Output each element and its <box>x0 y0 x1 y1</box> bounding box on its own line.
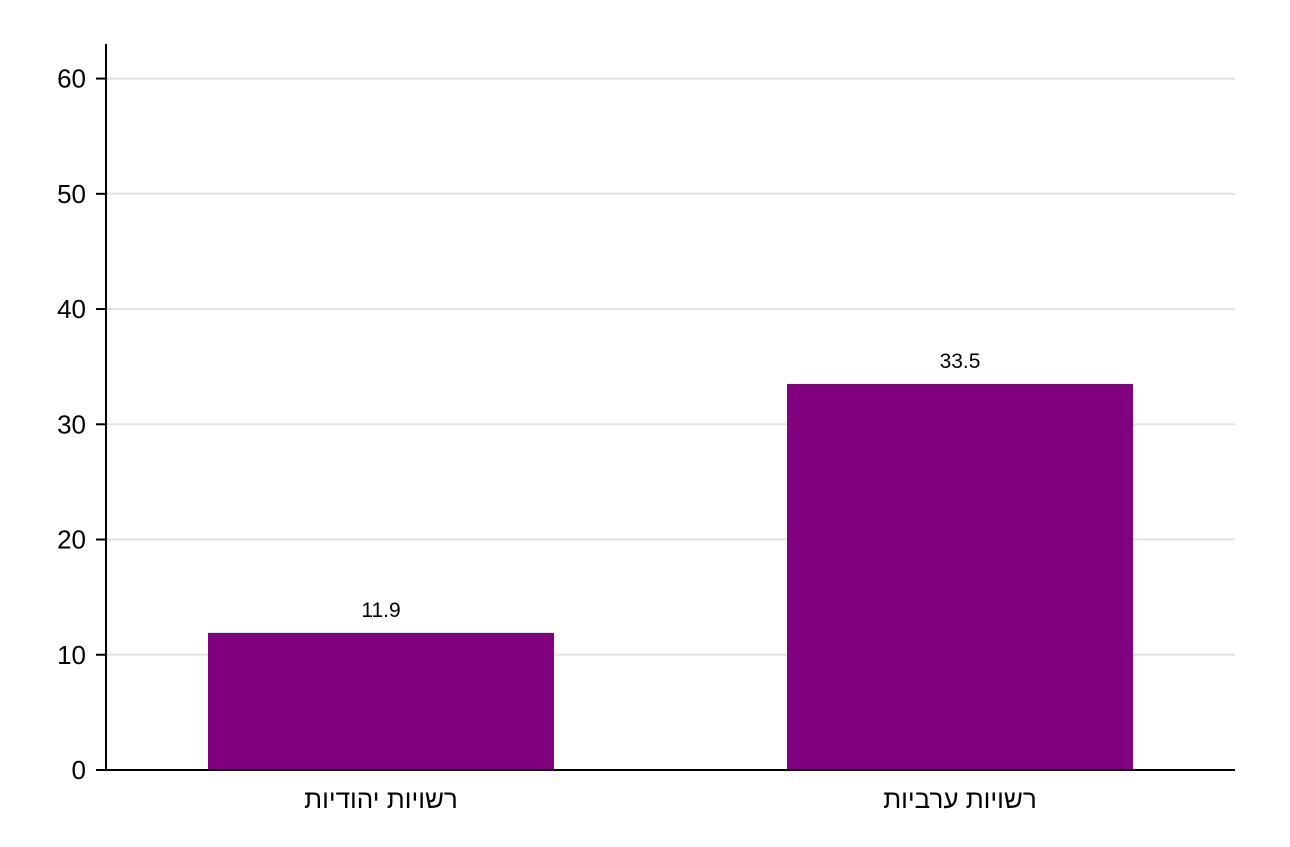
bar-1 <box>208 632 554 770</box>
category-label-1: רשויות יהודיות <box>304 784 458 814</box>
y-tick-label: 30 <box>57 409 86 439</box>
labels: 11.9 רשויות יהודיות 33.5 רשויות ערביות <box>304 350 1037 814</box>
y-tick-label: 0 <box>72 755 86 785</box>
y-tick-label: 50 <box>57 179 86 209</box>
y-tick-label: 10 <box>57 640 86 670</box>
data-label-2: 33.5 <box>940 350 981 373</box>
category-label-2: רשויות ערביות <box>883 784 1037 814</box>
y-axis-ticks: 0 10 20 30 40 50 60 <box>57 64 106 785</box>
bar-2 <box>787 383 1133 770</box>
bars <box>208 383 1133 770</box>
data-label-1: 11.9 <box>361 599 400 622</box>
y-tick-label: 20 <box>57 525 86 555</box>
y-tick-label: 60 <box>57 64 86 94</box>
y-tick-label: 40 <box>57 294 86 324</box>
axes <box>105 44 1235 771</box>
